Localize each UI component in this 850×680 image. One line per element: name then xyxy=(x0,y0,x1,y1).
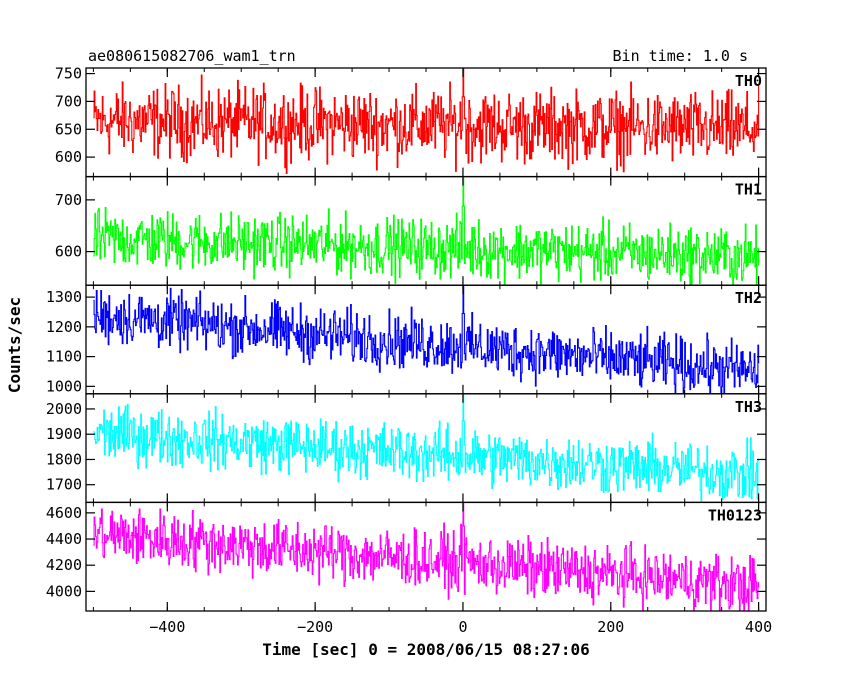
panel-th0: 600 650 700 750 TH0 xyxy=(55,65,767,178)
x-tick-label: −400 xyxy=(149,618,185,636)
x-axis-label: Time [sec] 0 = 2008/06/15 08:27:06 xyxy=(262,640,590,659)
y-tick-label: 1000 xyxy=(46,377,82,395)
y-tick-label: 1200 xyxy=(46,318,82,336)
x-axis: −400 −200 0 200 400 xyxy=(149,618,772,636)
y-tick-label: 700 xyxy=(55,191,82,209)
y-tick-label: 1300 xyxy=(46,288,82,306)
series-line-th1 xyxy=(93,176,760,286)
x-tick-label: 400 xyxy=(745,618,772,636)
y-tick-label: 600 xyxy=(55,243,82,261)
y-tick-label: 700 xyxy=(55,92,82,110)
y-tick-label: 650 xyxy=(55,120,82,138)
y-tick-label: 4400 xyxy=(46,530,82,548)
panel-th0123: 4000 4200 4400 4600 TH0123 xyxy=(46,501,767,612)
chart-title: ae080615082706_wam1_trn xyxy=(88,47,296,65)
series-name: TH0123 xyxy=(708,506,762,524)
series-name: TH1 xyxy=(735,181,762,199)
x-tick-label: 200 xyxy=(597,618,624,636)
y-tick-label: 750 xyxy=(55,65,82,83)
panel-th2: 1000 1100 1200 1300 TH2 xyxy=(46,284,767,395)
panel-th3: 1700 1800 1900 2000 TH3 xyxy=(46,393,767,504)
series-line-th2 xyxy=(93,285,760,394)
series-name: TH3 xyxy=(735,398,762,416)
y-tick-label: 4600 xyxy=(46,504,82,522)
panel-th1: 600 700 TH1 xyxy=(55,175,767,286)
x-tick-label: 0 xyxy=(458,618,467,636)
y-tick-label: 2000 xyxy=(46,400,82,418)
y-tick-label: 600 xyxy=(55,148,82,166)
y-tick-label: 1100 xyxy=(46,348,82,366)
x-tick-label: −200 xyxy=(297,618,333,636)
series-line-th0 xyxy=(93,68,760,174)
y-tick-label: 4000 xyxy=(46,582,82,600)
y-tick-label: 4200 xyxy=(46,556,82,574)
series-line-th3 xyxy=(93,393,760,503)
series-line-th0123 xyxy=(93,502,760,611)
series-name: TH0 xyxy=(735,72,762,90)
panels: 600 650 700 750 TH0 600 700 TH1 1000 1100 1200 1300… xyxy=(46,65,767,612)
y-tick-label: 1900 xyxy=(46,425,82,443)
bin-time-label: Bin time: 1.0 s xyxy=(613,47,748,65)
y-tick-label: 1700 xyxy=(46,476,82,494)
y-axis-label: Counts/sec xyxy=(5,297,24,393)
y-tick-label: 1800 xyxy=(46,450,82,468)
series-name: TH2 xyxy=(735,289,762,307)
